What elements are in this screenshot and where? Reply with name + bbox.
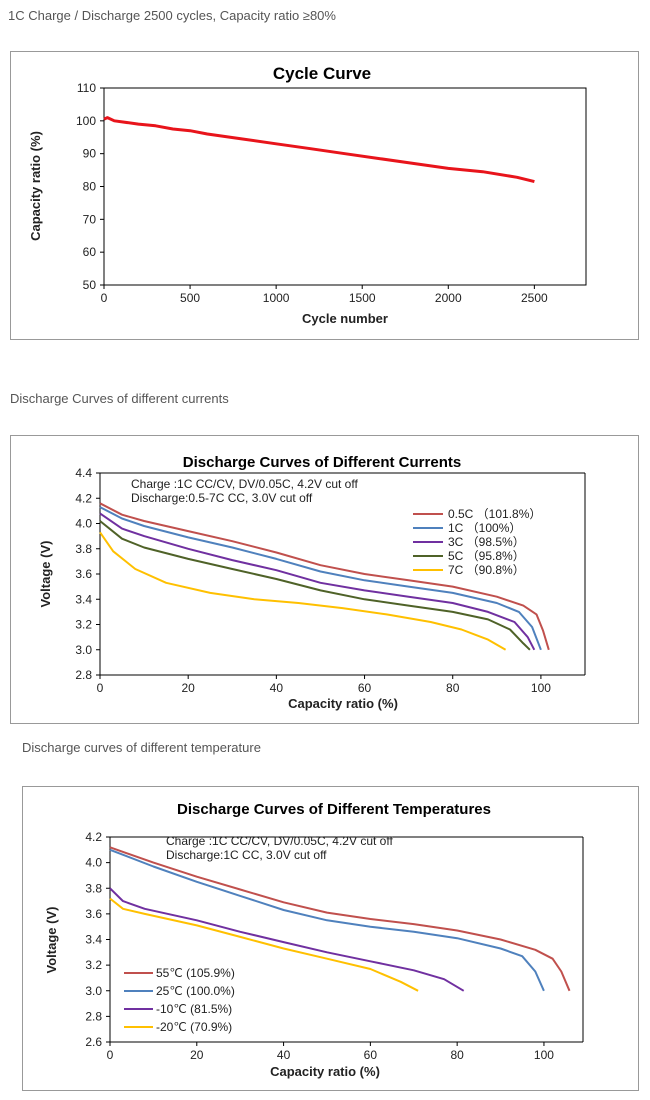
legend-label: -20℃ (70.9%) (156, 1020, 232, 1034)
series-line (109, 897, 419, 992)
y-axis-label: Capacity ratio (%) (28, 131, 43, 241)
y-tick-label: 4.0 (85, 856, 102, 870)
x-tick-label: 20 (182, 681, 196, 695)
cycle-chart-frame (10, 51, 639, 340)
legend-label: 0.5C （101.8%） (448, 507, 541, 521)
legend-label: 7C （90.8%） (448, 563, 525, 577)
series-line (99, 502, 550, 651)
y-tick-label: 2.8 (75, 668, 92, 682)
y-tick-label: 3.8 (85, 881, 102, 895)
x-tick-label: 100 (534, 1048, 554, 1062)
x-tick-label: 60 (364, 1048, 378, 1062)
y-tick-label: 3.2 (75, 618, 92, 632)
x-tick-label: 0 (97, 681, 104, 695)
series-line (99, 520, 531, 651)
y-tick-label: 4.4 (75, 466, 92, 480)
x-tick-label: 100 (531, 681, 551, 695)
x-axis-label: Cycle number (302, 311, 388, 326)
x-axis-label: Capacity ratio (%) (270, 1064, 380, 1079)
y-axis-label: Voltage (V) (44, 907, 59, 974)
x-tick-label: 1000 (263, 291, 290, 305)
legend-label: -10℃ (81.5%) (156, 1002, 232, 1016)
legend-label: 5C （95.8%） (448, 549, 525, 563)
x-tick-label: 0 (101, 291, 108, 305)
y-tick-label: 90 (83, 147, 97, 161)
y-tick-label: 70 (83, 212, 97, 226)
x-tick-label: 1500 (349, 291, 376, 305)
plot-area-border (103, 87, 587, 286)
y-tick-label: 2.6 (85, 1035, 102, 1049)
y-tick-label: 110 (77, 81, 96, 95)
series-line (99, 531, 507, 651)
chart-title: Discharge Curves of Different Currents (183, 454, 461, 471)
x-tick-label: 2500 (521, 291, 548, 305)
series-line (109, 848, 545, 992)
y-tick-label: 3.0 (85, 984, 102, 998)
chart-note: Discharge:1C CC, 3.0V cut off (166, 848, 327, 862)
x-tick-label: 2000 (435, 291, 462, 305)
y-tick-label: 3.4 (85, 933, 102, 947)
current-section-heading: Discharge Curves of different currents (10, 391, 229, 406)
y-tick-label: 3.8 (75, 542, 92, 556)
y-tick-label: 50 (83, 278, 97, 292)
y-tick-label: 3.4 (75, 592, 92, 606)
y-tick-label: 4.2 (75, 491, 92, 505)
y-tick-label: 4.2 (85, 830, 102, 844)
y-tick-label: 4.0 (75, 517, 92, 531)
y-tick-label: 80 (83, 180, 97, 194)
legend-label: 3C （98.5%） (448, 535, 525, 549)
y-tick-label: 3.2 (85, 958, 102, 972)
y-tick-label: 3.0 (75, 643, 92, 657)
y-tick-label: 3.6 (85, 907, 102, 921)
x-tick-label: 60 (358, 681, 372, 695)
x-tick-label: 40 (270, 681, 284, 695)
y-tick-label: 100 (76, 114, 96, 128)
chart-note: Discharge:0.5-7C CC, 3.0V cut off (131, 491, 313, 505)
series-line (109, 887, 465, 992)
series-line (109, 846, 571, 992)
chart-title: Cycle Curve (273, 64, 371, 83)
x-tick-label: 80 (450, 1048, 464, 1062)
temp-section-heading: Discharge curves of different temperatur… (22, 740, 261, 755)
current-chart-frame (10, 435, 639, 724)
legend-label: 55℃ (105.9%) (156, 966, 235, 980)
x-tick-label: 80 (446, 681, 460, 695)
legend-label: 25℃ (100.0%) (156, 984, 235, 998)
y-tick-label: 3.6 (75, 567, 92, 581)
y-tick-label: 60 (83, 245, 97, 259)
x-tick-label: 500 (180, 291, 200, 305)
series-line (99, 506, 542, 651)
y-tick-label: 2.8 (85, 1009, 102, 1023)
series-line (99, 512, 536, 651)
x-tick-label: 0 (107, 1048, 114, 1062)
y-axis-label: Voltage (V) (38, 541, 53, 608)
series-line (103, 116, 535, 184)
legend-label: 1C （100%） (448, 521, 521, 535)
x-axis-label: Capacity ratio (%) (288, 696, 398, 711)
x-tick-label: 20 (190, 1048, 204, 1062)
x-tick-label: 40 (277, 1048, 291, 1062)
cycle-section-heading: 1C Charge / Discharge 2500 cycles, Capac… (8, 8, 336, 23)
chart-title: Discharge Curves of Different Temperatur… (177, 801, 491, 818)
chart-note: Charge :1C CC/CV, DV/0.05C, 4.2V cut off (131, 477, 358, 491)
chart-note: Charge :1C CC/CV, DV/0.05C, 4.2V cut off (166, 834, 393, 848)
